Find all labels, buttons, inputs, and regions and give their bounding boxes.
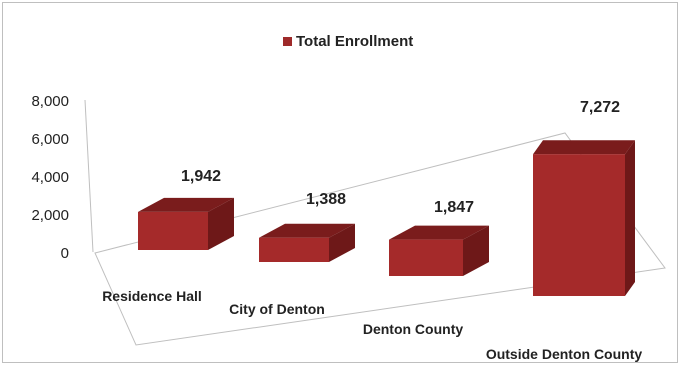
category-label: Denton County <box>363 321 464 337</box>
y-axis-line <box>84 99 94 253</box>
bar-side <box>208 197 234 250</box>
category-label: Residence Hall <box>102 288 202 304</box>
category-label: Outside Denton County <box>486 346 643 362</box>
y-tick-label: 4,000 <box>31 169 69 186</box>
data-label: 1,847 <box>434 199 474 216</box>
bar <box>138 211 208 250</box>
bar-top <box>533 140 635 155</box>
legend-swatch <box>283 37 292 46</box>
chart-floor <box>94 132 666 346</box>
bar-top <box>259 223 355 238</box>
data-label: 7,272 <box>580 99 620 116</box>
y-tick-label: 6,000 <box>31 131 69 148</box>
data-label: 1,942 <box>181 168 221 185</box>
chart-legend: Total Enrollment <box>283 33 413 50</box>
bar-top <box>389 225 489 240</box>
legend-label: Total Enrollment <box>296 33 414 50</box>
y-tick-label: 0 <box>61 245 69 262</box>
bar-top <box>138 197 234 212</box>
bar-side <box>329 223 355 262</box>
category-label: City of Denton <box>229 301 325 317</box>
bar-side <box>625 140 635 296</box>
y-tick-label: 8,000 <box>31 93 69 110</box>
bar <box>259 237 329 262</box>
bar <box>533 154 625 296</box>
bar-side <box>463 225 489 276</box>
y-tick-label: 2,000 <box>31 207 69 224</box>
bar <box>389 239 463 276</box>
data-label: 1,388 <box>306 191 346 208</box>
